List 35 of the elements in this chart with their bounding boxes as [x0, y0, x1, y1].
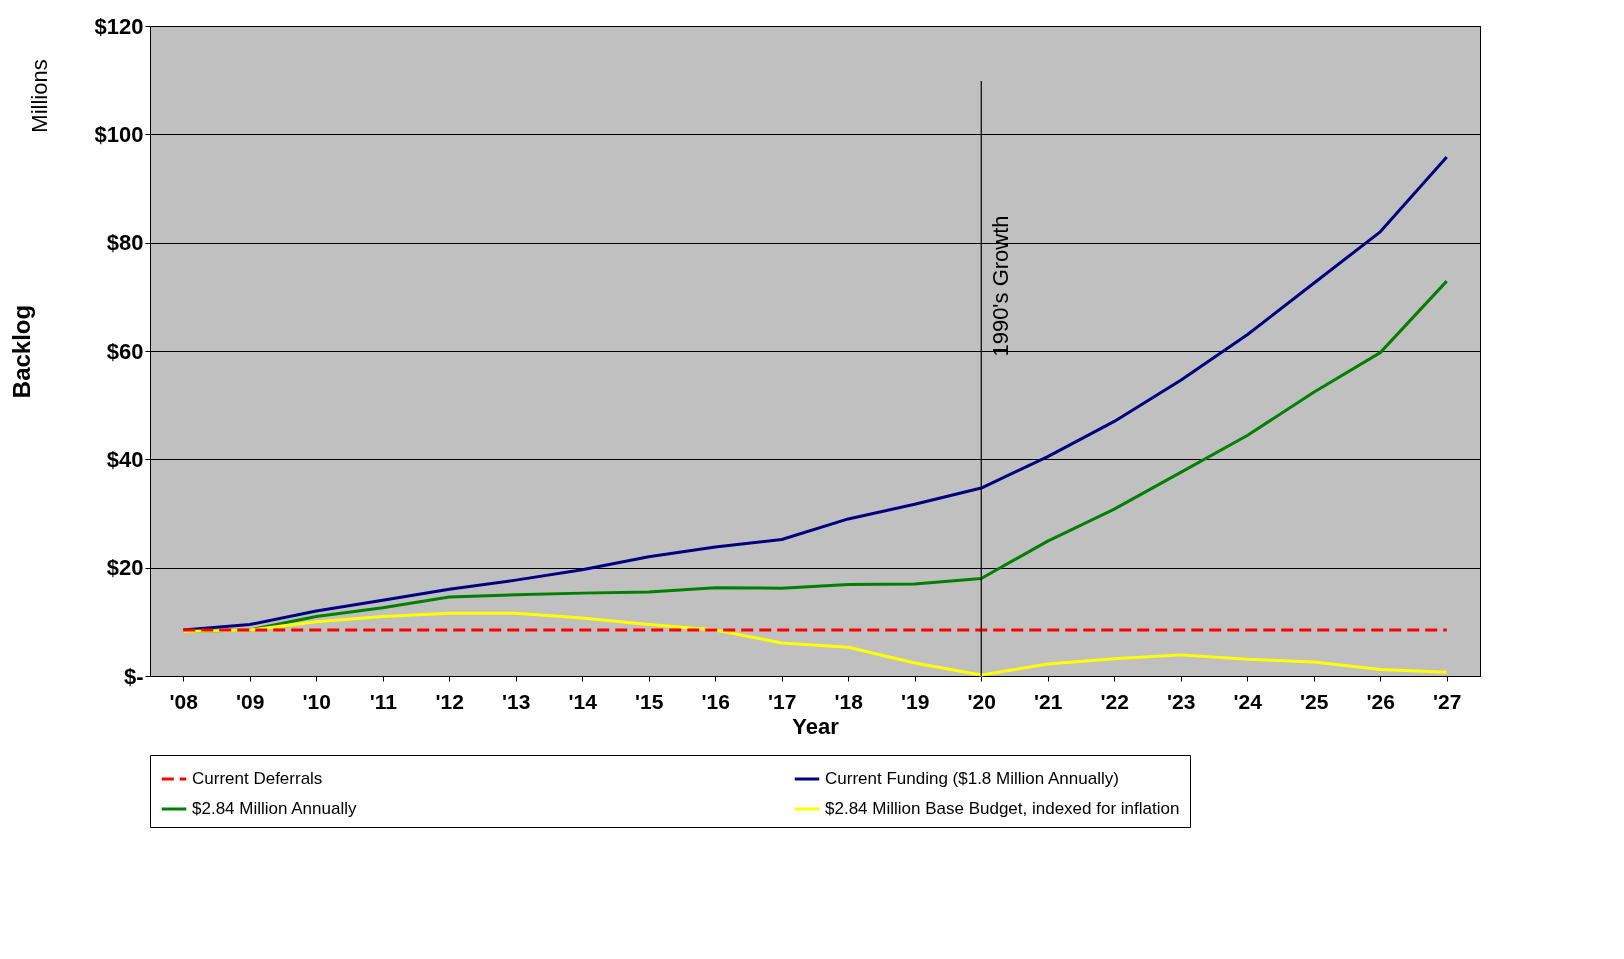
- y-axis-title: Backlog: [7, 304, 35, 399]
- x-axis-title: Year: [792, 713, 840, 739]
- y-tick-label: $80: [106, 230, 144, 256]
- legend-label: Current Deferrals: [192, 769, 323, 788]
- x-tick-label: '09: [236, 689, 265, 713]
- legend-label: Current Funding ($1.8 Million Annually): [825, 769, 1119, 788]
- x-tick-label: '08: [169, 689, 199, 713]
- x-tick-label: '13: [502, 689, 531, 713]
- legend-label: $2.84 Million Base Budget, indexed for inflation: [825, 799, 1180, 818]
- x-tick-label: '22: [1100, 689, 1129, 713]
- ref-line-label: 1990's Growth: [988, 215, 1014, 357]
- x-tick-label: '19: [901, 689, 930, 713]
- x-tick-label: '23: [1167, 689, 1196, 713]
- x-tick-label: '14: [568, 689, 598, 713]
- y-tick-label: $60: [106, 338, 144, 364]
- x-tick-label: '12: [435, 689, 464, 713]
- x-tick-label: '15: [635, 689, 664, 713]
- x-tick-label: '27: [1433, 689, 1462, 713]
- x-tick-label: '18: [834, 689, 864, 713]
- text: Millions: [27, 59, 52, 133]
- legend-label: $2.84 Million Annually: [192, 799, 357, 818]
- x-tick-label: '20: [967, 689, 996, 713]
- x-tick-label: '17: [768, 689, 797, 713]
- x-tick-label: '16: [701, 689, 730, 713]
- x-tick-label: '21: [1034, 689, 1063, 713]
- x-tick-label: '26: [1366, 689, 1395, 713]
- y-tick-label: $120: [94, 13, 144, 39]
- x-tick-label: '25: [1300, 689, 1329, 713]
- y-tick-label: $40: [106, 446, 144, 472]
- y-tick-label: $100: [94, 121, 144, 147]
- x-tick-label: '11: [369, 689, 398, 713]
- x-tick-label: '24: [1233, 689, 1263, 713]
- y-tick-label: $-: [123, 663, 144, 689]
- x-tick-label: '10: [302, 689, 331, 713]
- y-tick-label: $20: [106, 555, 144, 581]
